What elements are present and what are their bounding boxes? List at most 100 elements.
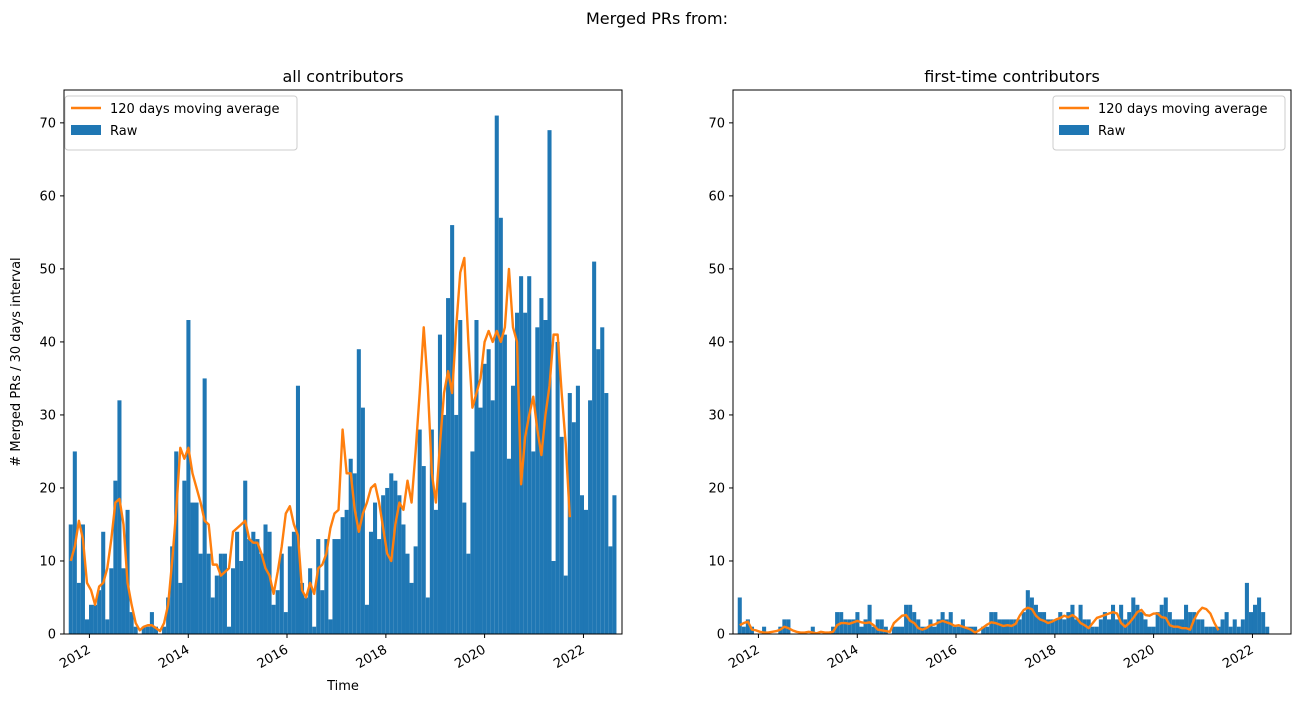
bar xyxy=(93,604,98,634)
y-tick-label: 50 xyxy=(39,262,56,277)
y-tick-label: 40 xyxy=(708,335,725,350)
bar xyxy=(170,546,175,634)
moving-average-line xyxy=(739,606,1220,634)
bar xyxy=(121,568,126,634)
y-tick-label: 60 xyxy=(39,189,56,204)
bar xyxy=(494,115,499,634)
legend-bar-swatch xyxy=(71,125,101,135)
bar xyxy=(141,626,146,634)
bar xyxy=(956,626,961,634)
bar xyxy=(539,298,544,634)
bar xyxy=(251,531,256,634)
bar xyxy=(263,524,268,634)
bar xyxy=(1147,626,1152,634)
bar xyxy=(1228,626,1233,634)
bar xyxy=(381,495,386,634)
bar xyxy=(527,276,532,634)
bar xyxy=(1192,612,1197,634)
bar xyxy=(405,553,410,634)
bar xyxy=(105,619,110,634)
bar xyxy=(1054,619,1059,634)
bar xyxy=(575,385,580,634)
bar xyxy=(174,451,179,634)
bar xyxy=(299,582,305,634)
bar xyxy=(458,320,463,634)
chart-all-contributors: all contributors Time # Merged PRs / 30 … xyxy=(9,67,623,694)
bar xyxy=(855,612,860,634)
bar xyxy=(1265,626,1270,634)
bar xyxy=(308,568,313,634)
legend-label: Raw xyxy=(110,124,138,139)
bar xyxy=(1143,619,1148,634)
bar xyxy=(166,597,171,634)
x-tick-label: 2020 xyxy=(452,642,488,672)
bar xyxy=(373,502,378,634)
bar xyxy=(295,385,300,634)
y-axis-label: # Merged PRs / 30 days interval xyxy=(9,257,24,466)
bar xyxy=(588,400,593,634)
bar xyxy=(498,217,503,634)
bar xyxy=(859,626,864,634)
bar xyxy=(239,560,244,634)
bar xyxy=(194,502,199,634)
bar xyxy=(1220,619,1225,634)
bar xyxy=(1098,619,1103,634)
x-tick-label: 2014 xyxy=(825,642,861,672)
y-tick-label: 50 xyxy=(708,262,725,277)
bar xyxy=(231,568,236,634)
bar xyxy=(1050,619,1055,634)
bar xyxy=(891,626,896,634)
bar xyxy=(1179,619,1185,634)
chart-title: first-time contributors xyxy=(924,67,1100,86)
bar xyxy=(178,582,183,634)
bar xyxy=(847,619,852,634)
bar xyxy=(879,619,884,634)
y-tick-label: 70 xyxy=(708,116,725,131)
bar xyxy=(579,495,584,634)
bar xyxy=(1163,597,1168,634)
y-tick-label: 60 xyxy=(708,189,725,204)
bar xyxy=(1046,619,1051,634)
bar xyxy=(559,436,564,634)
bar xyxy=(133,626,138,634)
bar xyxy=(1236,626,1241,634)
bar xyxy=(1066,612,1071,634)
x-tick-label: 2012 xyxy=(726,642,762,672)
bar xyxy=(344,509,349,634)
bar xyxy=(843,619,848,634)
bar xyxy=(973,626,978,634)
bar xyxy=(1110,604,1116,634)
bar xyxy=(198,553,203,634)
y-tick-label: 70 xyxy=(39,116,56,131)
bar xyxy=(413,546,418,634)
bar xyxy=(348,458,353,634)
bar xyxy=(1115,619,1120,634)
y-tick-label: 30 xyxy=(39,408,56,423)
legend: 120 days moving average Raw xyxy=(64,95,298,151)
bar xyxy=(1248,612,1253,634)
bar xyxy=(1094,626,1099,634)
bar xyxy=(1102,612,1107,634)
bar xyxy=(324,539,329,634)
bar xyxy=(1090,626,1095,634)
chart-first-time-contributors: first-time contributors 0 10 20 30 40 50 60 70 2… xyxy=(708,67,1292,672)
y-tick-label: 10 xyxy=(708,554,725,569)
bar xyxy=(904,604,909,634)
bar xyxy=(433,509,438,634)
bar xyxy=(762,626,767,634)
plot-area xyxy=(737,582,1270,634)
bar xyxy=(1131,597,1136,634)
bar xyxy=(368,531,374,634)
legend-bar-swatch xyxy=(1059,125,1089,135)
bar xyxy=(932,626,937,634)
bar xyxy=(851,619,856,634)
bar xyxy=(506,458,511,634)
bar xyxy=(1078,604,1083,634)
bar xyxy=(835,612,840,634)
bar xyxy=(1135,604,1140,634)
bar xyxy=(741,626,746,634)
bar xyxy=(810,626,815,634)
bar xyxy=(608,546,613,634)
bar xyxy=(863,619,868,634)
